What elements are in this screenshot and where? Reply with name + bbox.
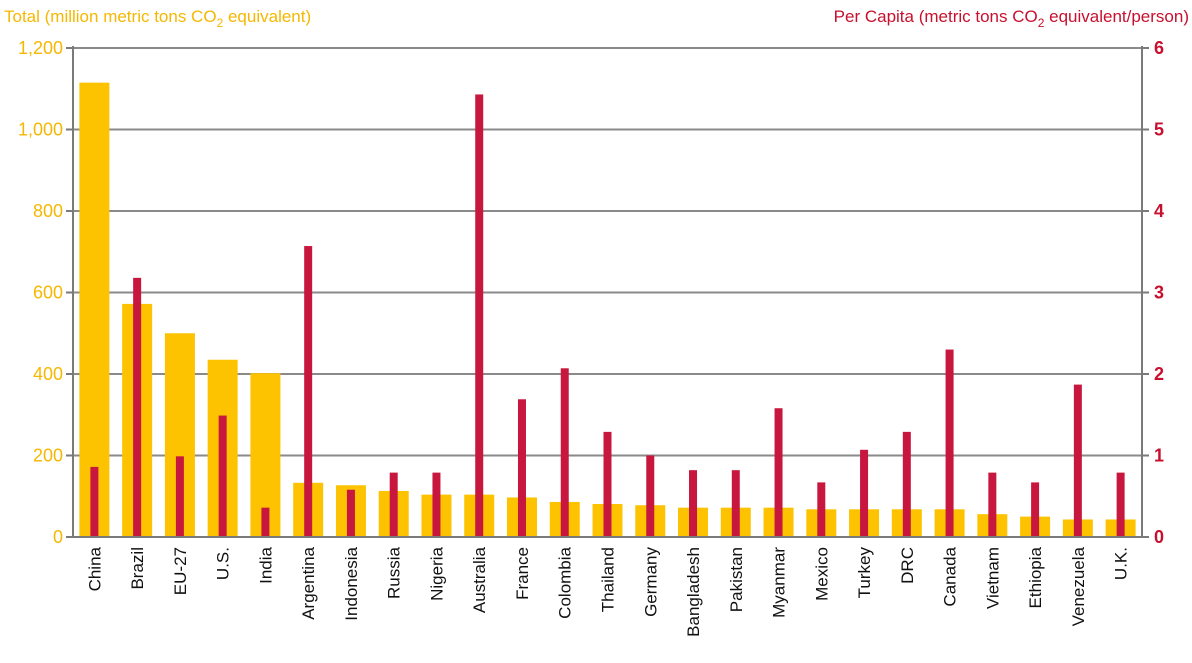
per-capita-bar	[774, 408, 783, 537]
category-label: EU-27	[171, 547, 190, 595]
per-capita-bar	[560, 368, 569, 537]
per-capita-bar	[432, 472, 441, 537]
labels-layer: 0 200 400 600 800 1,000 1,200 0 1 2 3 4 5 6 China Brazi…	[18, 38, 1164, 637]
category-label: Mexico	[812, 547, 831, 601]
left-tick-label: 800	[33, 201, 63, 221]
category-label: Indonesia	[342, 546, 361, 620]
category-label: Venezuela	[1069, 546, 1088, 626]
per-capita-bar	[90, 466, 99, 537]
right-axis-title: Per Capita (metric tons CO2 equivalent/p…	[834, 7, 1189, 30]
category-label: China	[85, 546, 104, 591]
per-capita-bar	[1031, 482, 1040, 537]
category-label: Bangladesh	[684, 547, 703, 637]
per-capita-bar	[261, 507, 270, 537]
per-capita-bar	[218, 415, 227, 537]
category-label: Thailand	[599, 547, 618, 612]
right-axis-title-sub: 2	[1038, 16, 1045, 30]
per-capita-bar	[817, 482, 826, 537]
per-capita-bar	[646, 455, 655, 537]
right-axis-title-prefix: Per Capita (metric tons CO	[834, 7, 1038, 26]
per-capita-bar	[902, 431, 911, 537]
right-tick-label: 0	[1154, 527, 1164, 547]
left-axis-title-suffix: equivalent)	[223, 7, 311, 26]
axes-layer	[66, 46, 1149, 538]
right-tick-label: 3	[1154, 283, 1164, 303]
right-tick-label: 6	[1154, 38, 1164, 58]
category-label: Australia	[470, 546, 489, 613]
per-capita-bar	[1116, 472, 1125, 537]
per-capita-bar	[475, 94, 484, 537]
left-tick-label: 200	[33, 446, 63, 466]
right-tick-label: 4	[1154, 201, 1164, 221]
left-axis-title-sub: 2	[217, 16, 224, 30]
bars-layer	[79, 82, 1136, 538]
left-tick-label: 0	[53, 527, 63, 547]
category-label: India	[256, 546, 275, 583]
category-label: Russia	[385, 546, 404, 599]
per-capita-bar	[346, 489, 355, 537]
category-label: Pakistan	[727, 547, 746, 612]
left-tick-label: 1,200	[18, 38, 63, 58]
category-label: Turkey	[855, 547, 874, 599]
per-capita-bar	[731, 470, 740, 537]
per-capita-bar	[689, 470, 698, 537]
per-capita-bar	[988, 472, 997, 537]
category-label: Germany	[641, 547, 660, 617]
per-capita-bar	[304, 246, 313, 538]
left-axis-title-prefix: Total (million metric tons CO	[4, 7, 217, 26]
category-label: U.K.	[1112, 547, 1131, 580]
category-label: Vietnam	[983, 547, 1002, 609]
per-capita-bar	[133, 277, 142, 537]
left-axis-title: Total (million metric tons CO2 equivalen…	[4, 7, 311, 30]
category-label: U.S.	[214, 547, 233, 580]
per-capita-bar	[517, 399, 526, 537]
category-label: Colombia	[556, 546, 575, 618]
left-tick-label: 600	[33, 283, 63, 303]
total-bar	[79, 82, 110, 537]
right-tick-label: 5	[1154, 120, 1164, 140]
per-capita-bar	[603, 431, 612, 537]
category-label: Myanmar	[770, 547, 789, 618]
right-tick-label: 2	[1154, 364, 1164, 384]
category-label: Brazil	[128, 547, 147, 590]
category-label: France	[513, 547, 532, 600]
left-tick-label: 1,000	[18, 120, 63, 140]
category-label: Nigeria	[427, 546, 446, 600]
category-label: Canada	[941, 546, 960, 606]
left-tick-label: 400	[33, 364, 63, 384]
category-label: Argentina	[299, 546, 318, 619]
right-tick-label: 1	[1154, 446, 1164, 466]
category-label: DRC	[898, 547, 917, 584]
per-capita-bar	[1073, 384, 1082, 537]
per-capita-bar	[860, 449, 869, 537]
per-capita-bar	[945, 349, 954, 537]
category-label: Ethiopia	[1026, 546, 1045, 608]
per-capita-bar	[175, 456, 184, 537]
right-axis-title-suffix: equivalent/person)	[1044, 7, 1189, 26]
per-capita-bar	[389, 472, 398, 537]
